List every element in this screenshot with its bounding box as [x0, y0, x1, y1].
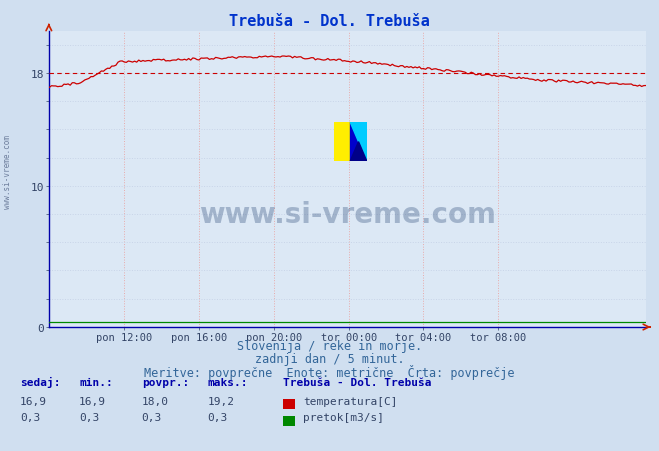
Text: Slovenija / reke in morje.: Slovenija / reke in morje.: [237, 339, 422, 352]
Text: 19,2: 19,2: [208, 396, 235, 405]
Text: Trebuša - Dol. Trebuša: Trebuša - Dol. Trebuša: [229, 14, 430, 28]
Text: www.si-vreme.com: www.si-vreme.com: [199, 201, 496, 229]
Text: maks.:: maks.:: [208, 377, 248, 387]
Text: Trebuša - Dol. Trebuša: Trebuša - Dol. Trebuša: [283, 377, 432, 387]
Text: zadnji dan / 5 minut.: zadnji dan / 5 minut.: [254, 352, 405, 365]
Text: sedaj:: sedaj:: [20, 377, 60, 387]
Text: 16,9: 16,9: [20, 396, 47, 405]
Text: min.:: min.:: [79, 377, 113, 387]
Text: povpr.:: povpr.:: [142, 377, 189, 387]
Text: www.si-vreme.com: www.si-vreme.com: [3, 134, 13, 208]
Text: 0,3: 0,3: [142, 412, 162, 422]
Text: temperatura[C]: temperatura[C]: [303, 396, 397, 405]
Text: 0,3: 0,3: [208, 412, 228, 422]
Bar: [351, 123, 366, 161]
Polygon shape: [351, 123, 366, 161]
Text: 16,9: 16,9: [79, 396, 106, 405]
Text: 18,0: 18,0: [142, 396, 169, 405]
Text: 0,3: 0,3: [79, 412, 100, 422]
Bar: [334, 123, 351, 161]
Text: Meritve: povprečne  Enote: metrične  Črta: povprečje: Meritve: povprečne Enote: metrične Črta:…: [144, 364, 515, 379]
Text: pretok[m3/s]: pretok[m3/s]: [303, 412, 384, 422]
Text: 0,3: 0,3: [20, 412, 40, 422]
Polygon shape: [351, 143, 366, 161]
